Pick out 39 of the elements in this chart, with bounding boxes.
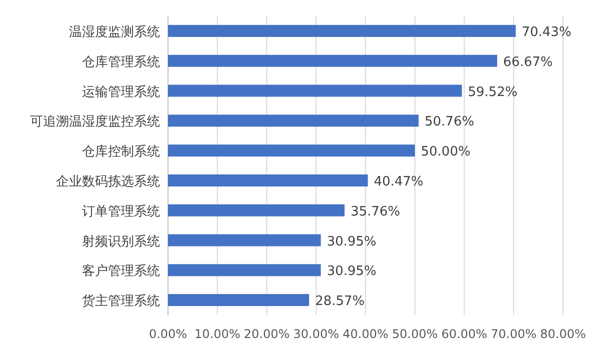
- bar: [168, 234, 321, 246]
- x-tick-label: 30.00%: [293, 327, 340, 341]
- x-tick-label: 10.00%: [194, 327, 240, 341]
- x-tick-label: 20.00%: [244, 327, 290, 341]
- data-label: 50.76%: [424, 114, 474, 130]
- data-label: 30.95%: [326, 264, 376, 280]
- data-label: 35.76%: [350, 204, 400, 220]
- data-label: 40.47%: [374, 174, 424, 190]
- data-label: 28.57%: [315, 294, 365, 310]
- y-tick-label: 客户管理系统: [82, 263, 160, 280]
- bar: [168, 114, 419, 127]
- bar: [168, 84, 462, 97]
- data-label: 70.43%: [522, 24, 572, 40]
- bar: [168, 24, 516, 37]
- bar: [168, 174, 368, 186]
- y-tick-label: 可追溯温湿度监控系统: [30, 114, 160, 130]
- data-label: 59.52%: [468, 84, 518, 100]
- x-tick-label: 0.00%: [148, 327, 188, 341]
- x-tick-label: 70.00%: [490, 327, 537, 341]
- bar: [168, 204, 345, 216]
- data-label: 30.95%: [326, 234, 376, 250]
- y-tick-label: 温湿度监测系统: [69, 24, 160, 40]
- x-tick-label: 80.00%: [540, 327, 586, 341]
- data-label: 66.67%: [503, 54, 553, 70]
- y-tick-label: 运输管理系统: [82, 84, 160, 100]
- y-tick-label: 仓库管理系统: [82, 54, 160, 70]
- data-label: 50.00%: [420, 144, 470, 160]
- y-tick-label: 仓库控制系统: [82, 144, 160, 160]
- y-tick-label: 射频识别系统: [82, 234, 160, 250]
- bar: [168, 264, 321, 276]
- x-tick-label: 50.00%: [392, 327, 438, 341]
- y-tick-label: 企业数码拣选系统: [56, 174, 160, 190]
- y-tick-label: 订单管理系统: [82, 204, 160, 220]
- bar: [168, 294, 310, 306]
- bar: [168, 144, 415, 157]
- x-tick-label: 40.00%: [342, 327, 388, 341]
- x-tick-label: 60.00%: [441, 327, 488, 341]
- y-tick-label: 货主管理系统: [82, 293, 160, 310]
- bar: [168, 54, 498, 67]
